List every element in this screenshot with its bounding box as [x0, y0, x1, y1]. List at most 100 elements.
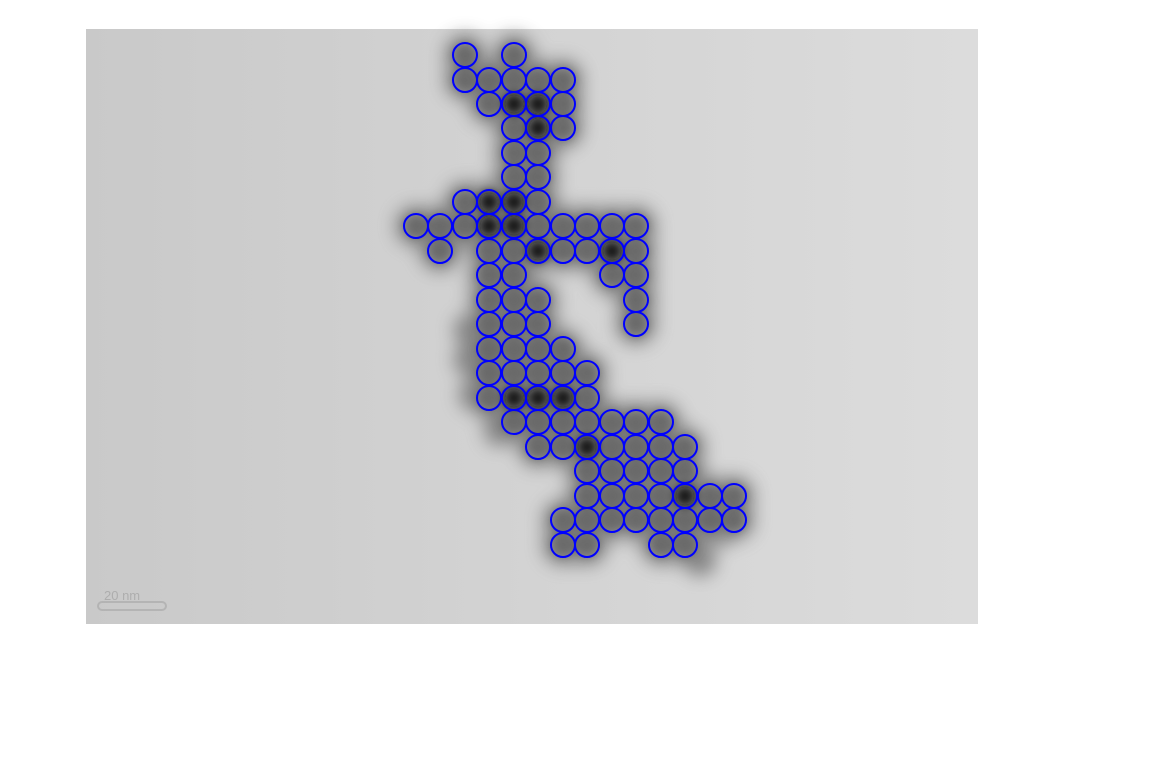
- particle-circle: [623, 311, 649, 337]
- aggregate-core-blob: [477, 337, 501, 361]
- aggregate-core-blob: [477, 386, 501, 410]
- aggregate-core-blob: [649, 508, 673, 532]
- aggregate-core-blob: [526, 165, 550, 189]
- aggregate-core-blob: [502, 68, 526, 92]
- aggregate-core-blob: [551, 214, 575, 238]
- aggregate-core-blob: [551, 92, 575, 116]
- aggregate-core-blob: [477, 239, 501, 263]
- aggregate-core-blob: [477, 288, 501, 312]
- aggregate-core-blob: [624, 484, 648, 508]
- aggregate-core-blob: [551, 239, 575, 263]
- aggregate-core-blob: [428, 214, 452, 238]
- aggregate-core-blob: [502, 410, 526, 434]
- aggregate-core-blob: [600, 410, 624, 434]
- aggregate-core-blob: [526, 337, 550, 361]
- aggregate-core-blob: [575, 484, 599, 508]
- aggregate-core-blob: [502, 288, 526, 312]
- aggregate-dark-spot: [529, 119, 547, 137]
- aggregate-core-blob: [673, 533, 697, 557]
- aggregate-core-blob: [600, 459, 624, 483]
- aggregate-core-blob: [649, 410, 673, 434]
- aggregate-core-blob: [526, 288, 550, 312]
- aggregate-core-blob: [526, 68, 550, 92]
- aggregate-core-blob: [624, 435, 648, 459]
- aggregate-core-blob: [551, 508, 575, 532]
- aggregate-core-blob: [575, 361, 599, 385]
- aggregate-core-blob: [526, 312, 550, 336]
- aggregate-core-blob: [502, 141, 526, 165]
- aggregate-core-blob: [502, 337, 526, 361]
- aggregate-dark-spot: [505, 217, 523, 235]
- aggregate-core-blob: [526, 214, 550, 238]
- aggregate-dark-spot: [554, 389, 572, 407]
- aggregate-core-blob: [624, 410, 648, 434]
- aggregate-core-blob: [575, 459, 599, 483]
- aggregate-core-blob: [502, 165, 526, 189]
- aggregate-dark-spot: [505, 193, 523, 211]
- aggregate-core-blob: [600, 263, 624, 287]
- aggregate-core-blob: [526, 361, 550, 385]
- aggregate-core-blob: [624, 288, 648, 312]
- aggregate-core-blob: [600, 214, 624, 238]
- aggregate-core-blob: [477, 312, 501, 336]
- aggregate-dark-spot: [529, 242, 547, 260]
- aggregate-core-blob: [624, 312, 648, 336]
- aggregate-core-blob: [673, 459, 697, 483]
- aggregate-core-blob: [526, 141, 550, 165]
- particle-circle: [672, 532, 698, 558]
- aggregate-core-blob: [673, 435, 697, 459]
- aggregate-core-blob: [502, 312, 526, 336]
- aggregate-core-blob: [624, 214, 648, 238]
- particle-circle: [574, 532, 600, 558]
- aggregate-core-blob: [624, 508, 648, 532]
- scale-bar-label: 20 nm: [104, 588, 140, 603]
- aggregate-core-blob: [624, 239, 648, 263]
- aggregate-core-blob: [575, 386, 599, 410]
- aggregate-dark-spot: [578, 438, 596, 456]
- aggregate-core-blob: [722, 484, 746, 508]
- aggregate-core-blob: [575, 508, 599, 532]
- aggregate-dark-spots: [480, 95, 694, 505]
- aggregate-core-blob: [502, 239, 526, 263]
- aggregate-core-blob: [477, 68, 501, 92]
- aggregate-core-blob: [551, 68, 575, 92]
- aggregate-core-blob: [526, 190, 550, 214]
- aggregate-dark-spot: [529, 389, 547, 407]
- particle-circle: [550, 115, 576, 141]
- aggregate-core-blob: [551, 533, 575, 557]
- aggregate-core-blob: [453, 214, 477, 238]
- aggregate-core-blob: [673, 508, 697, 532]
- aggregate-core-blob: [600, 435, 624, 459]
- aggregate-core-blob: [551, 435, 575, 459]
- aggregate-dark-spot: [676, 487, 694, 505]
- aggregate-core-blob: [649, 459, 673, 483]
- aggregate-core-blob: [649, 435, 673, 459]
- aggregate-core-blob: [551, 116, 575, 140]
- aggregate-core-blob: [600, 508, 624, 532]
- aggregate-core-blob: [600, 484, 624, 508]
- aggregate-dark-spot: [505, 95, 523, 113]
- particle-circle: [427, 238, 453, 264]
- aggregate-core-blob: [453, 68, 477, 92]
- aggregate-core-blob: [624, 263, 648, 287]
- aggregate-core-blob: [502, 43, 526, 67]
- aggregate-core-blob: [551, 410, 575, 434]
- aggregate-dark-spot: [505, 389, 523, 407]
- aggregate-core-blob: [526, 410, 550, 434]
- aggregate-dark-spot: [480, 193, 498, 211]
- aggregate-core-blob: [502, 263, 526, 287]
- aggregate-core-blob: [404, 214, 428, 238]
- aggregate-core-blob: [477, 263, 501, 287]
- aggregate-core-blob: [698, 508, 722, 532]
- aggregate-core-blob: [575, 410, 599, 434]
- aggregate-core-blob: [649, 533, 673, 557]
- aggregate-core-blob: [698, 484, 722, 508]
- scale-bar: 20 nm: [97, 588, 167, 611]
- aggregate-core-blob: [575, 214, 599, 238]
- aggregate-dark-spot: [529, 95, 547, 113]
- aggregate-core-blob: [453, 43, 477, 67]
- aggregate-core-blob: [502, 361, 526, 385]
- aggregate-core-blob: [551, 361, 575, 385]
- aggregate-dark-spot: [480, 217, 498, 235]
